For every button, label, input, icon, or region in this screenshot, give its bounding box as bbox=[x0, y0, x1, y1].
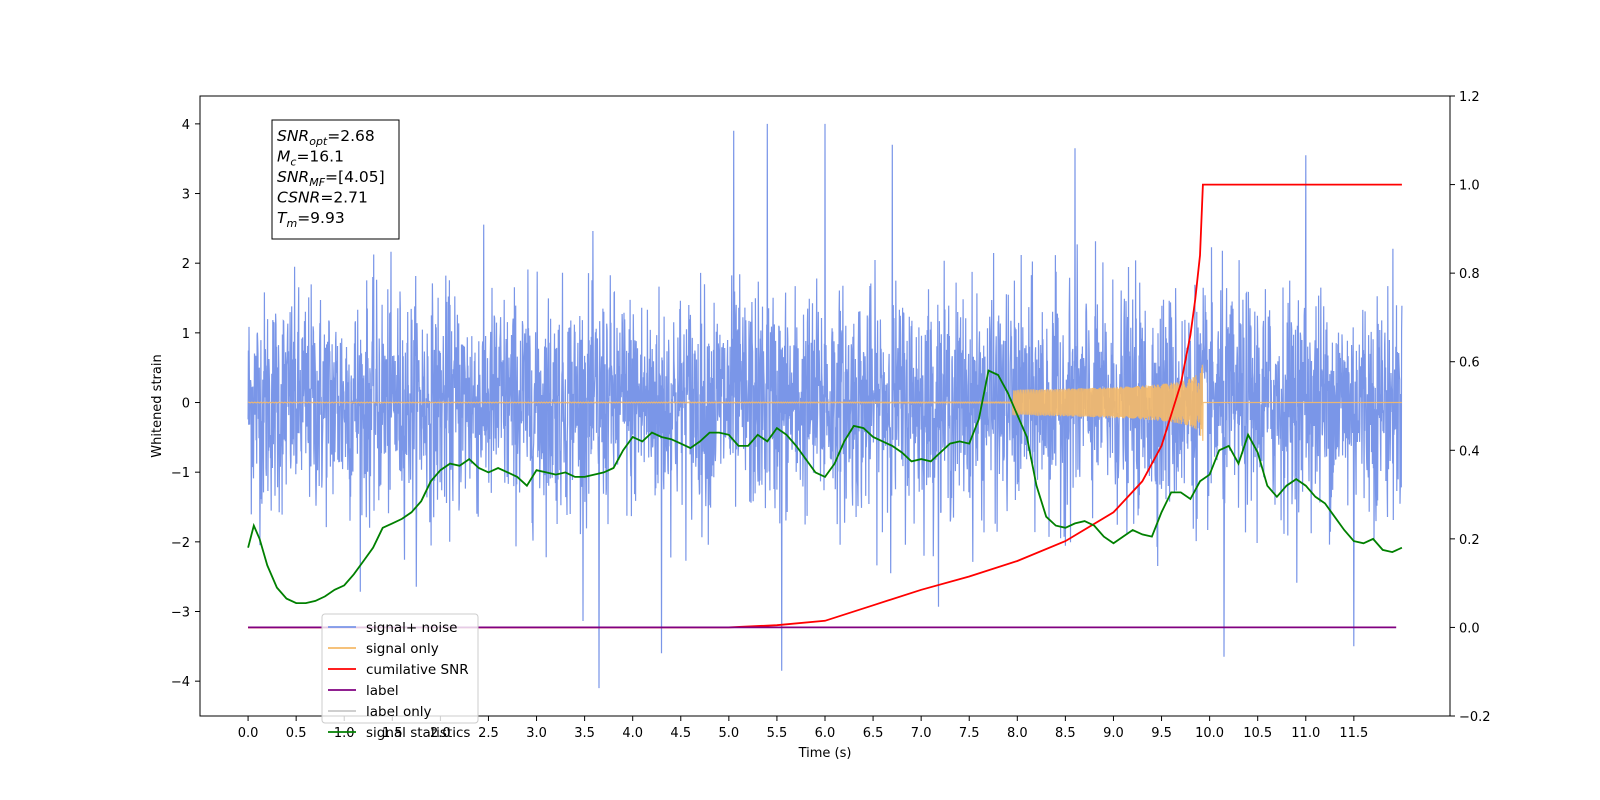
y-tick-label: −3 bbox=[171, 606, 190, 621]
y-tick-label: 2 bbox=[182, 257, 190, 272]
y-axis-left: −4 −3 −2 −1 0 1 2 3 4 bbox=[171, 118, 200, 690]
x-tick-label: 2.5 bbox=[478, 726, 499, 741]
x-tick-label: 4.0 bbox=[622, 726, 643, 741]
y2-tick-label: 0.8 bbox=[1459, 267, 1480, 282]
annotation-line: Tm=9.93 bbox=[277, 209, 345, 230]
x-tick-label: 1.5 bbox=[382, 726, 403, 741]
x-tick-label: 0.5 bbox=[286, 726, 307, 741]
y2-tick-label: 1.2 bbox=[1459, 90, 1480, 105]
x-tick-label: 7.5 bbox=[959, 726, 980, 741]
y-axis-right: −0.2 0.0 0.2 0.4 0.6 0.8 1.0 1.2 bbox=[1450, 90, 1491, 725]
legend-label: signal only bbox=[366, 641, 439, 657]
x-tick-label: 5.0 bbox=[719, 726, 740, 741]
series-signal-noise bbox=[247, 123, 1403, 689]
annotation-line: Mc=16.1 bbox=[277, 148, 344, 169]
annotation-line: SNRMF=[4.05] bbox=[277, 168, 385, 189]
y-tick-label: −2 bbox=[171, 536, 190, 551]
y-tick-label: −1 bbox=[171, 466, 190, 481]
legend: signal+ noise signal only cumilative SNR la… bbox=[321, 613, 479, 741]
x-tick-label: 6.0 bbox=[815, 726, 836, 741]
y2-tick-label: 0.4 bbox=[1459, 444, 1480, 459]
legend-label: cumilative SNR bbox=[366, 662, 469, 678]
x-tick-label: 5.5 bbox=[767, 726, 788, 741]
x-axis-label: Time (s) bbox=[798, 746, 852, 761]
y-tick-label: −4 bbox=[171, 675, 190, 690]
y-tick-label: 1 bbox=[182, 327, 190, 342]
x-axis: 0.0 0.5 1.0 1.5 2.0 2.5 3.0 3.5 4.0 4.5 5.0 5.5 6.0 6… bbox=[238, 716, 1368, 741]
y2-tick-label: 0.2 bbox=[1459, 533, 1480, 548]
x-tick-label: 1.0 bbox=[334, 726, 355, 741]
x-tick-label: 9.0 bbox=[1103, 726, 1124, 741]
y2-tick-label: 0.0 bbox=[1459, 621, 1480, 636]
x-tick-label: 7.0 bbox=[911, 726, 932, 741]
series-signal-statistics bbox=[247, 369, 1403, 604]
y-tick-label: 3 bbox=[182, 188, 190, 203]
legend-label: signal statistics bbox=[366, 725, 470, 741]
noise-trace bbox=[247, 123, 1403, 689]
y-tick-label: 0 bbox=[182, 397, 190, 412]
legend-label: signal+ noise bbox=[366, 620, 457, 636]
x-tick-label: 11.5 bbox=[1339, 726, 1368, 741]
x-tick-label: 9.5 bbox=[1151, 726, 1172, 741]
y-tick-label: 4 bbox=[182, 118, 190, 133]
x-tick-label: 3.5 bbox=[574, 726, 595, 741]
series-signal-only bbox=[247, 364, 1402, 441]
annotation-line: CSNR=2.71 bbox=[277, 189, 368, 207]
x-tick-label: 8.0 bbox=[1007, 726, 1028, 741]
x-tick-label: 10.0 bbox=[1195, 726, 1224, 741]
x-tick-label: 11.0 bbox=[1291, 726, 1320, 741]
legend-label: label bbox=[366, 683, 399, 699]
y2-tick-label: −0.2 bbox=[1459, 710, 1491, 725]
x-tick-label: 10.5 bbox=[1243, 726, 1272, 741]
chirp-trace bbox=[247, 364, 1402, 441]
x-tick-label: 0.0 bbox=[238, 726, 259, 741]
x-tick-label: 2.0 bbox=[430, 726, 451, 741]
y2-tick-label: 0.6 bbox=[1459, 356, 1480, 371]
x-tick-label: 8.5 bbox=[1055, 726, 1076, 741]
x-tick-label: 3.0 bbox=[526, 726, 547, 741]
annotation-line: SNRopt=2.68 bbox=[277, 127, 375, 148]
x-tick-label: 6.5 bbox=[863, 726, 884, 741]
legend-label: label only bbox=[366, 704, 432, 720]
y-axis-label: Whitened strain bbox=[150, 354, 165, 457]
y2-tick-label: 1.0 bbox=[1459, 179, 1480, 194]
series-cumilative-snr bbox=[248, 183, 1402, 629]
x-tick-label: 4.5 bbox=[670, 726, 691, 741]
